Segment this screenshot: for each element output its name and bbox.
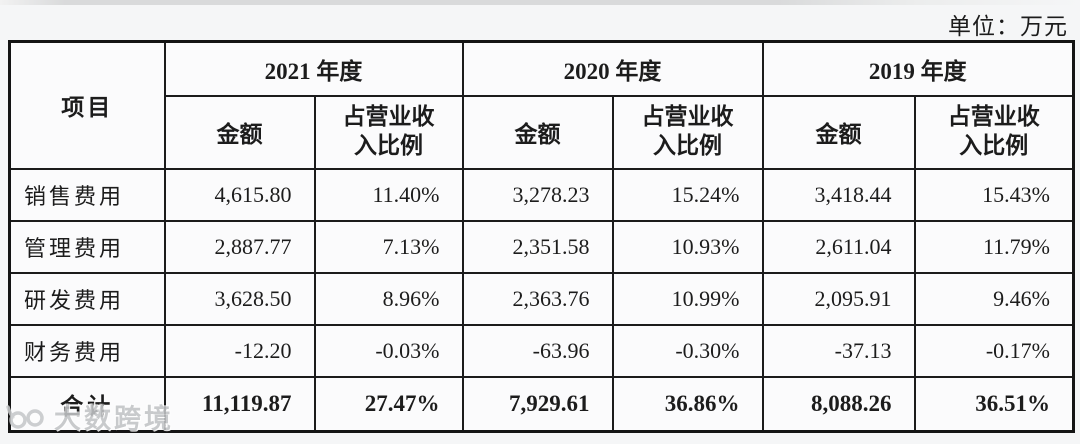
ratio-cell: -0.03%	[313, 323, 464, 378]
amount-cell: 2,363.76	[461, 271, 614, 326]
ratio-header-2021: 占营业收 入比例	[313, 94, 464, 170]
amount-cell: 3,418.44	[761, 167, 916, 222]
year-header-2019: 2019 年度	[761, 40, 1075, 97]
amount-cell: 2,095.91	[761, 271, 916, 326]
amount-cell: 11,119.87	[163, 375, 316, 433]
amount-cell: 4,615.80	[163, 167, 316, 222]
table-row-finance-expense: 财务费用 -12.20 -0.03% -63.96 -0.30% -37.13 …	[8, 323, 1075, 378]
row-label: 管理费用	[8, 219, 166, 274]
amount-cell: 3,628.50	[163, 271, 316, 326]
table-row-sales-expense: 销售费用 4,615.80 11.40% 3,278.23 15.24% 3,4…	[8, 167, 1075, 222]
ratio-cell: 9.46%	[913, 271, 1075, 326]
ratio-cell: 36.86%	[611, 375, 764, 433]
amount-header-2019: 金额	[761, 94, 916, 170]
table-row-total: 合计 11,119.87 27.47% 7,929.61 36.86% 8,08…	[8, 375, 1075, 433]
ratio-header-2020: 占营业收 入比例	[611, 94, 764, 170]
ratio-cell: -0.30%	[611, 323, 764, 378]
amount-header-2021: 金额	[163, 94, 316, 170]
expenses-table: 项目 2021 年度 2020 年度 2019 年度 金额 占营业收 入比例 金…	[8, 40, 1075, 433]
ratio-cell: 27.47%	[313, 375, 464, 433]
ratio-cell: 10.93%	[611, 219, 764, 274]
ratio-cell: -0.17%	[913, 323, 1075, 378]
year-header-2020: 2020 年度	[461, 40, 764, 97]
row-label: 财务费用	[8, 323, 166, 378]
row-label: 销售费用	[8, 167, 166, 222]
amount-cell: -12.20	[163, 323, 316, 378]
ratio-cell: 11.40%	[313, 167, 464, 222]
top-edge-strip	[0, 0, 1080, 5]
amount-cell: 3,278.23	[461, 167, 614, 222]
ratio-cell: 15.24%	[611, 167, 764, 222]
amount-cell: 8,088.26	[761, 375, 916, 433]
ratio-cell: 7.13%	[313, 219, 464, 274]
amount-cell: -37.13	[761, 323, 916, 378]
ratio-cell: 36.51%	[913, 375, 1075, 433]
table-row-admin-expense: 管理费用 2,887.77 7.13% 2,351.58 10.93% 2,61…	[8, 219, 1075, 274]
amount-cell: 2,887.77	[163, 219, 316, 274]
amount-cell: 7,929.61	[461, 375, 614, 433]
amount-cell: 2,351.58	[461, 219, 614, 274]
item-column-header: 项目	[8, 40, 166, 170]
table-row-rd-expense: 研发费用 3,628.50 8.96% 2,363.76 10.99% 2,09…	[8, 271, 1075, 326]
row-label: 研发费用	[8, 271, 166, 326]
ratio-cell: 15.43%	[913, 167, 1075, 222]
ratio-cell: 10.99%	[611, 271, 764, 326]
unit-label: 单位：万元	[948, 14, 1068, 39]
ratio-header-2019: 占营业收 入比例	[913, 94, 1075, 170]
amount-cell: 2,611.04	[761, 219, 916, 274]
year-header-2021: 2021 年度	[163, 40, 464, 97]
amount-cell: -63.96	[461, 323, 614, 378]
ratio-cell: 8.96%	[313, 271, 464, 326]
total-row-label: 合计	[8, 375, 166, 433]
amount-header-2020: 金额	[461, 94, 614, 170]
ratio-cell: 11.79%	[913, 219, 1075, 274]
